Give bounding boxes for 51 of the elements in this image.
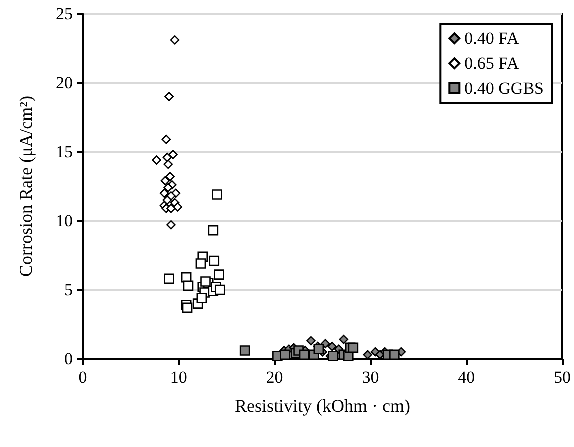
point <box>299 350 310 360</box>
y-tick-label: 10 <box>56 212 73 230</box>
point <box>166 172 175 182</box>
point <box>164 274 174 284</box>
point <box>168 150 178 160</box>
point <box>166 204 176 214</box>
point <box>214 284 226 296</box>
point <box>214 270 224 280</box>
point <box>196 293 208 304</box>
point <box>152 156 162 165</box>
point <box>212 190 222 200</box>
y-tick-label: 15 <box>56 142 73 162</box>
point <box>164 183 173 193</box>
point <box>164 92 174 102</box>
point <box>306 336 316 346</box>
point <box>160 188 170 198</box>
point <box>182 302 193 314</box>
point <box>209 256 220 266</box>
point <box>339 335 348 344</box>
y-tick-label: 0 <box>64 350 73 368</box>
x-axis-title: Resistivity (kOhm · cm) <box>235 396 410 416</box>
legend-label: 0.40 FA <box>464 29 520 48</box>
point <box>162 134 172 144</box>
point <box>196 258 206 269</box>
point <box>170 36 180 45</box>
point <box>183 280 194 292</box>
point <box>208 226 219 236</box>
point <box>348 342 359 354</box>
x-tick-label: 40 <box>458 368 476 387</box>
point <box>173 202 183 212</box>
point <box>328 351 338 362</box>
y-axis-title: Corrosion Rate (μA/cm²) <box>16 96 36 278</box>
x-tick-label: 10 <box>170 368 188 387</box>
x-tick-label: 50 <box>554 368 571 387</box>
point <box>314 344 324 354</box>
point <box>164 160 173 170</box>
legend-label: 0.65 FA <box>464 54 520 73</box>
x-tick-label: 30 <box>362 368 380 387</box>
x-tick-label: 0 <box>78 368 88 387</box>
point <box>160 176 170 186</box>
point <box>390 350 400 360</box>
point <box>328 342 337 352</box>
y-tick-label: 5 <box>64 280 73 300</box>
point <box>240 346 250 356</box>
x-tick-label: 20 <box>266 368 284 387</box>
point <box>162 152 172 162</box>
y-tick-label: 25 <box>56 4 73 24</box>
point <box>280 350 290 360</box>
point <box>166 220 176 230</box>
y-tick-label: 20 <box>56 74 73 92</box>
legend-label: 0.40 GGBS <box>464 79 544 98</box>
